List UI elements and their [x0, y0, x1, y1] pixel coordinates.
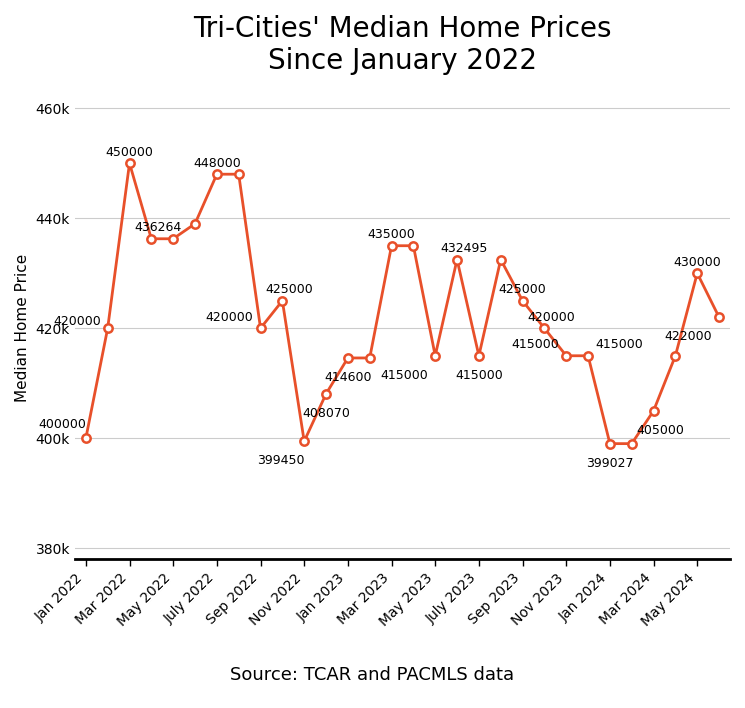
Text: 435000: 435000 — [368, 228, 416, 241]
Text: 415000: 415000 — [595, 338, 643, 351]
Text: 425000: 425000 — [498, 283, 546, 296]
Text: 436264: 436264 — [135, 221, 182, 234]
Text: 415000: 415000 — [512, 338, 559, 351]
Text: 422000: 422000 — [665, 330, 712, 343]
Text: 408070: 408070 — [302, 407, 350, 420]
Text: 420000: 420000 — [206, 311, 253, 324]
Text: 430000: 430000 — [673, 256, 721, 268]
Text: 400000: 400000 — [38, 418, 86, 431]
Text: 399027: 399027 — [586, 457, 634, 469]
Text: 405000: 405000 — [636, 423, 685, 437]
Text: 432495: 432495 — [440, 242, 488, 255]
Text: 420000: 420000 — [53, 315, 101, 328]
Text: 448000: 448000 — [193, 156, 241, 170]
Text: 414600: 414600 — [324, 371, 372, 384]
Text: 415000: 415000 — [455, 369, 503, 382]
Text: 399450: 399450 — [257, 455, 304, 467]
Text: Source: TCAR and PACMLS data: Source: TCAR and PACMLS data — [230, 666, 515, 684]
Text: 425000: 425000 — [265, 283, 313, 296]
Text: 420000: 420000 — [527, 311, 575, 324]
Title: Tri-Cities' Median Home Prices
Since January 2022: Tri-Cities' Median Home Prices Since Jan… — [193, 15, 612, 75]
Text: 450000: 450000 — [106, 146, 153, 159]
Text: 415000: 415000 — [381, 369, 428, 382]
Y-axis label: Median Home Price: Median Home Price — [15, 254, 30, 402]
